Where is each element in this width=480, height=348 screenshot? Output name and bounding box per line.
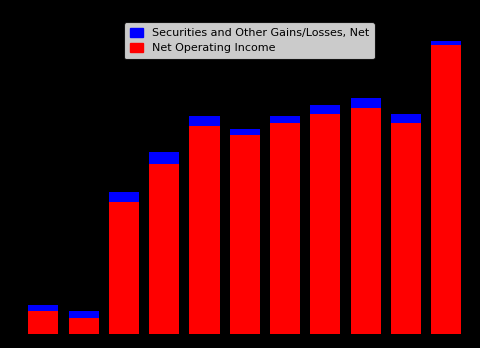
Bar — [270, 123, 300, 334]
Bar — [28, 305, 59, 311]
Bar — [28, 311, 59, 334]
Bar — [69, 318, 99, 334]
Bar — [69, 311, 99, 318]
Bar — [431, 41, 461, 45]
Bar — [310, 105, 340, 114]
Bar — [350, 97, 381, 108]
Bar — [431, 45, 461, 334]
Bar — [350, 108, 381, 334]
Bar — [190, 126, 220, 334]
Bar — [230, 135, 260, 334]
Bar — [109, 192, 139, 202]
Bar — [391, 114, 421, 123]
Bar — [149, 164, 180, 334]
Bar — [149, 152, 180, 164]
Bar — [270, 117, 300, 123]
Bar — [391, 123, 421, 334]
Bar — [230, 129, 260, 135]
Bar — [190, 117, 220, 126]
Bar — [310, 114, 340, 334]
Bar — [109, 202, 139, 334]
Legend: Securities and Other Gains/Losses, Net, Net Operating Income: Securities and Other Gains/Losses, Net, … — [124, 22, 374, 59]
